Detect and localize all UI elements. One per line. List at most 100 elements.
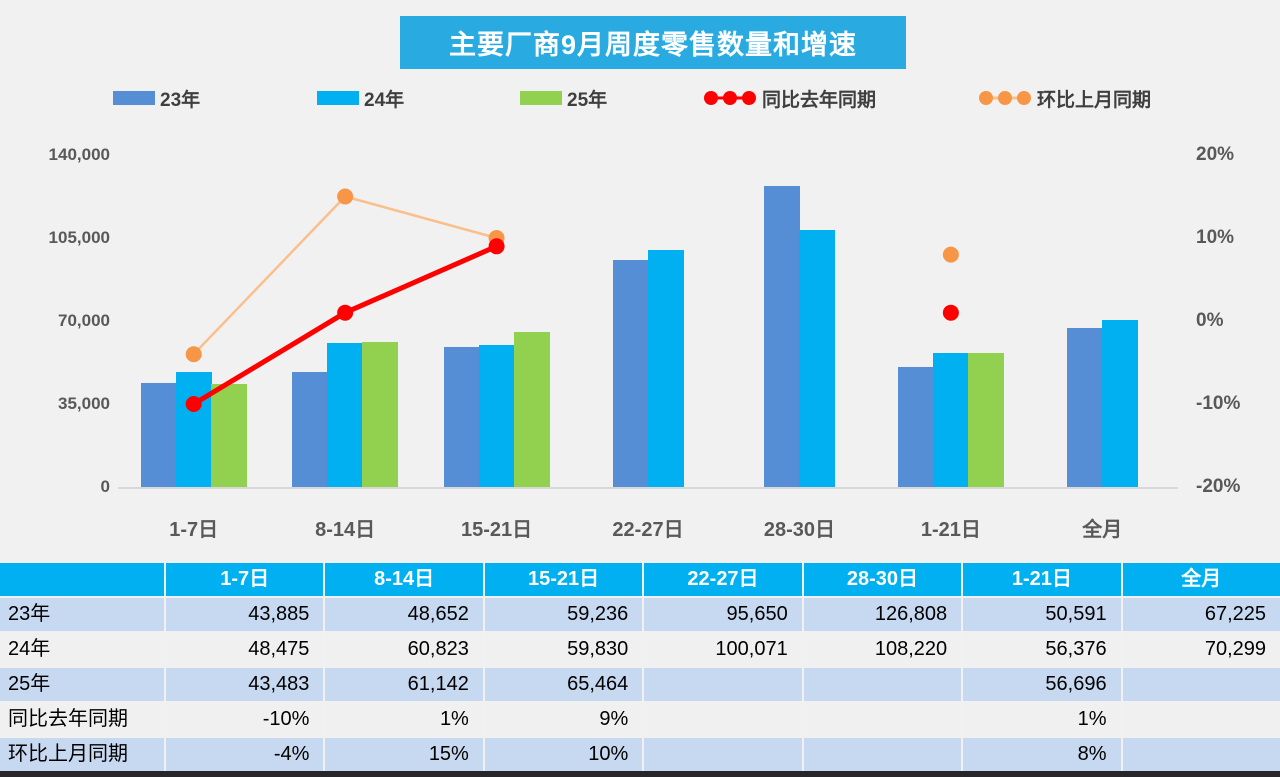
- y-axis-left-tick: 35,000: [58, 394, 110, 413]
- chart-title-text: 主要厂商9月周度零售数量和增速: [448, 30, 857, 60]
- line-segment-同比去年同期: [344, 244, 498, 315]
- bar-24年-28-30日: [798, 230, 835, 487]
- bar-24年-15-21日: [478, 345, 515, 487]
- table-cell: 48,475: [166, 633, 324, 666]
- legend-item-环比上月同期: 环比上月同期: [978, 86, 1152, 111]
- table-cell: [1122, 668, 1280, 701]
- legend-line-dot: [704, 91, 718, 105]
- line-marker-环比上月同期: [488, 230, 505, 246]
- y-axis-left-tick: 140,000: [48, 145, 110, 164]
- bar-23年-28-30日: [763, 186, 800, 487]
- x-axis-label-28-30日: 28-30日: [763, 519, 835, 541]
- legend-line-dot: [979, 91, 993, 105]
- legend-line-dot: [998, 91, 1012, 105]
- legend-label: 环比上月同期: [1037, 89, 1152, 111]
- table-cell: [1122, 703, 1280, 736]
- legend-line-icon: [704, 91, 756, 105]
- line-segment-环比上月同期: [192, 195, 347, 356]
- legend-line-dot: [723, 91, 737, 105]
- table-cell: 100,071: [644, 633, 802, 666]
- table-cell: 1%: [963, 703, 1121, 736]
- legend-swatch-icon: [113, 91, 155, 105]
- bar-25年-1-7日: [210, 383, 247, 487]
- legend-line-dot: [742, 91, 756, 105]
- bar-23年-1-7日: [140, 382, 177, 487]
- table-cell: -4%: [166, 738, 324, 771]
- legend-item-23年: 23年: [113, 86, 201, 111]
- table-cell: [644, 668, 802, 701]
- table-cell: -10%: [166, 703, 324, 736]
- bar-25年-8-14日: [362, 342, 399, 487]
- table-cell: 108,220: [803, 633, 962, 666]
- bar-23年-全月: [1066, 327, 1103, 487]
- table-cell: [644, 703, 802, 736]
- line-segment-环比上月同期: [344, 195, 497, 240]
- combo-chart: 0 35,000 70,000 105,000 140,000 -20% -10% 0% 10%…: [0, 130, 1280, 555]
- bar-23年-22-27日: [612, 260, 649, 487]
- y-axis-right-tick: 10%: [1196, 227, 1235, 248]
- table-cell: 56,696: [963, 668, 1121, 701]
- x-axis-label-全月: 全月: [1082, 519, 1123, 541]
- x-axis-label-22-27日: 22-27日: [612, 519, 684, 541]
- table-cell: 56,376: [963, 633, 1121, 666]
- bar-25年-15-21日: [513, 331, 550, 487]
- line-marker-同比去年同期: [488, 238, 505, 255]
- table-row-label: 24年: [0, 633, 164, 666]
- table-header-corner: [0, 563, 164, 596]
- line-marker-环比上月同期: [337, 188, 354, 205]
- table-cell: 43,483: [166, 668, 324, 701]
- table-row-label: 环比上月同期: [0, 738, 164, 771]
- table-cell: 61,142: [325, 668, 483, 701]
- table-cell: 48,652: [325, 598, 483, 631]
- table-cell: 59,830: [484, 633, 643, 666]
- table-header-8-14日: 8-14日: [325, 563, 483, 596]
- legend-line-dot: [1017, 91, 1031, 105]
- bar-24年-1-7日: [175, 372, 212, 487]
- table-cell: 10%: [484, 738, 643, 771]
- x-axis-label-1-21日: 1-21日: [920, 519, 981, 541]
- table-cell: 65,464: [484, 668, 643, 701]
- bar-24年-1-21日: [932, 353, 969, 487]
- legend-swatch-icon: [317, 91, 359, 105]
- table-cell: 1%: [325, 703, 483, 736]
- table-header-1-21日: 1-21日: [963, 563, 1121, 596]
- table-cell: 50,591: [963, 598, 1121, 631]
- y-axis-right-tick: -10%: [1196, 393, 1241, 414]
- legend-label: 24年: [364, 89, 405, 111]
- legend-label: 同比去年同期: [762, 89, 877, 111]
- x-axis-label-1-7日: 1-7日: [169, 519, 219, 541]
- y-axis-right-tick: -20%: [1196, 476, 1241, 497]
- legend-item-同比去年同期: 同比去年同期: [703, 86, 877, 111]
- x-axis-label-15-21日: 15-21日: [460, 519, 533, 541]
- table-cell: [1122, 738, 1280, 771]
- legend-line-icon: [979, 91, 1031, 105]
- y-axis-left-tick: 70,000: [58, 311, 110, 330]
- table-bottom-border: [0, 771, 1280, 777]
- table-header-全月: 全月: [1122, 563, 1280, 596]
- bar-24年-22-27日: [647, 249, 684, 487]
- table-cell: 59,236: [484, 598, 643, 631]
- table-cell: 8%: [963, 738, 1121, 771]
- bar-23年-15-21日: [443, 346, 480, 487]
- table-cell: [803, 738, 962, 771]
- line-marker-同比去年同期: [942, 304, 959, 321]
- legend-label: 23年: [160, 89, 201, 111]
- table-row-label: 同比去年同期: [0, 703, 164, 736]
- table-header-1-7日: 1-7日: [166, 563, 324, 596]
- table-cell: 60,823: [325, 633, 483, 666]
- x-axis-label-8-14日: 8-14日: [315, 519, 376, 541]
- y-axis-right-tick: 20%: [1196, 144, 1235, 165]
- table-header-15-21日: 15-21日: [484, 563, 643, 596]
- bar-23年-8-14日: [292, 371, 329, 487]
- table-cell: 43,885: [166, 598, 324, 631]
- table-cell: 9%: [484, 703, 643, 736]
- table-cell: 70,299: [1122, 633, 1280, 666]
- bar-23年-1-21日: [897, 367, 934, 487]
- table-row-label: 23年: [0, 598, 164, 631]
- bar-25年-1-21日: [967, 352, 1004, 487]
- data-table: 1-7日 8-14日 15-21日 22-27日 28-30日 1-21日 全月 23年 43,…: [0, 563, 1280, 771]
- y-axis-right-tick: 0%: [1196, 310, 1224, 331]
- chart-title: 主要厂商9月周度零售数量和增速: [400, 16, 906, 69]
- line-marker-环比上月同期: [942, 246, 959, 263]
- table-cell: [644, 738, 802, 771]
